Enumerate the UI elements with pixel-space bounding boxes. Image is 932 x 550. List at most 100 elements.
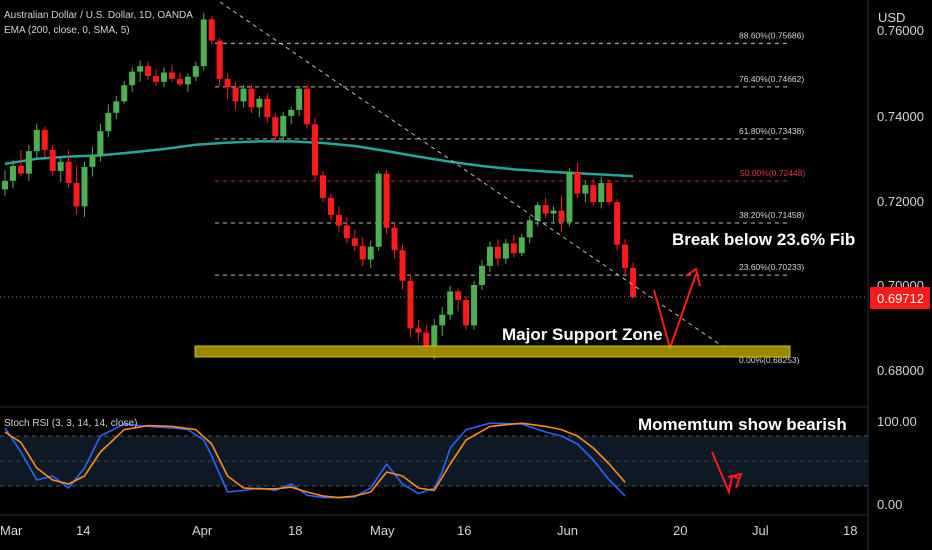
candle-body xyxy=(129,71,136,86)
candle-body xyxy=(224,78,231,88)
candle-body xyxy=(145,66,152,76)
momentum-arrow[interactable] xyxy=(711,451,739,496)
time-label: 20 xyxy=(673,523,687,538)
time-label: Mar xyxy=(0,523,23,538)
stoch-d-line xyxy=(4,422,626,499)
ema-200-line xyxy=(4,140,634,178)
ema-200-path xyxy=(4,140,634,178)
candle-body xyxy=(33,129,40,152)
candle-body xyxy=(216,40,223,79)
time-label: May xyxy=(370,523,395,538)
time-label: Jun xyxy=(557,523,578,538)
price-tick: 0.74000 xyxy=(877,109,924,124)
projection-arrow-head xyxy=(685,267,701,287)
candle-body xyxy=(550,210,557,214)
support-zone[interactable] xyxy=(194,345,791,358)
candle-body xyxy=(89,155,96,167)
candle-body xyxy=(383,173,390,228)
candle-body xyxy=(272,117,279,137)
candle-body xyxy=(367,246,374,260)
candle-body xyxy=(375,173,382,247)
candle-body xyxy=(184,76,191,85)
candle-body xyxy=(606,183,613,203)
rsi-title: Stoch RSI (3, 3, 14, 14, close) xyxy=(4,418,137,429)
candle-body xyxy=(447,291,454,315)
candle-body xyxy=(558,210,565,223)
candle-body xyxy=(41,129,48,150)
candle-body xyxy=(200,19,207,67)
fib-level-label: 88.60%(0.75686) xyxy=(739,30,804,40)
candle-body xyxy=(494,246,501,259)
candle-body xyxy=(9,166,16,181)
candle-body xyxy=(320,175,326,198)
candle-body xyxy=(304,88,311,125)
candle-body xyxy=(97,131,104,156)
candle-body xyxy=(622,244,629,268)
candle-body xyxy=(502,243,509,259)
candles xyxy=(2,13,637,360)
trend-line[interactable] xyxy=(219,1,729,351)
time-label: 14 xyxy=(76,523,90,538)
candle-body xyxy=(582,185,589,194)
candle-body xyxy=(518,237,525,254)
indicator-label: EMA (200, close, 0, SMA, 5) xyxy=(4,25,130,36)
fib-level-label: 61.80%(0.73438) xyxy=(739,126,804,136)
candle-body xyxy=(526,220,533,238)
candle-body xyxy=(455,291,462,300)
candle-body xyxy=(542,205,549,214)
candle-body xyxy=(534,205,541,221)
fib-level-label: 38.20%(0.71458) xyxy=(739,210,804,220)
candle-body xyxy=(2,180,8,190)
break-annotation: Break below 23.6% Fib xyxy=(672,230,855,249)
candle-body xyxy=(614,202,621,245)
candle-body xyxy=(137,66,144,72)
candle-body xyxy=(17,166,24,174)
candle-body xyxy=(25,151,32,174)
candle-body xyxy=(431,325,438,347)
candle-body xyxy=(161,72,167,82)
candle-body xyxy=(463,299,470,326)
candle-body xyxy=(630,268,637,297)
candle-body xyxy=(407,280,414,329)
candle-body xyxy=(121,85,128,102)
candle-body xyxy=(510,243,517,254)
candle-body xyxy=(168,72,175,79)
candle-body xyxy=(415,328,422,333)
candle-body xyxy=(153,75,160,82)
candle-body xyxy=(423,332,430,347)
candle-body xyxy=(288,109,295,116)
fib-level-label: 23.60%(0.70233) xyxy=(739,262,804,272)
current-price-badge xyxy=(870,287,930,309)
candle-body xyxy=(256,98,263,108)
candle-body xyxy=(208,19,215,41)
stoch-rsi-lines xyxy=(4,422,626,499)
candle-body xyxy=(296,88,303,110)
candle-body xyxy=(192,66,199,77)
price-tick-partial: 0.76000 xyxy=(877,23,924,38)
candle-body xyxy=(479,265,485,285)
fib-retracement[interactable]: 88.60%(0.75686) 76.40%(0.74662) 61.80%(0.7… xyxy=(215,30,805,365)
candle-body xyxy=(335,214,342,226)
candle-body xyxy=(73,183,80,207)
candle-body xyxy=(471,285,478,326)
support-annotation: Major Support Zone xyxy=(502,325,663,344)
time-label: 18 xyxy=(843,523,857,538)
momentum-arrow-head xyxy=(727,472,743,489)
candle-body xyxy=(351,238,358,246)
candle-body xyxy=(359,245,366,260)
candle-body xyxy=(81,166,88,207)
candle-body xyxy=(590,185,597,203)
candle-body xyxy=(105,112,112,132)
candle-body xyxy=(65,161,72,183)
time-label: Apr xyxy=(192,523,213,538)
price-tick: 0.68000 xyxy=(877,363,924,378)
candle-body xyxy=(391,227,398,251)
fib-level-label: 0.00%(0.68253) xyxy=(739,355,800,365)
candle-body xyxy=(566,172,573,223)
candle-body xyxy=(439,314,446,326)
candle-body xyxy=(57,161,64,172)
candle-body xyxy=(232,87,239,102)
fib-level-label: 50.00%(0.72448) xyxy=(740,168,805,178)
candle-body xyxy=(486,246,493,266)
